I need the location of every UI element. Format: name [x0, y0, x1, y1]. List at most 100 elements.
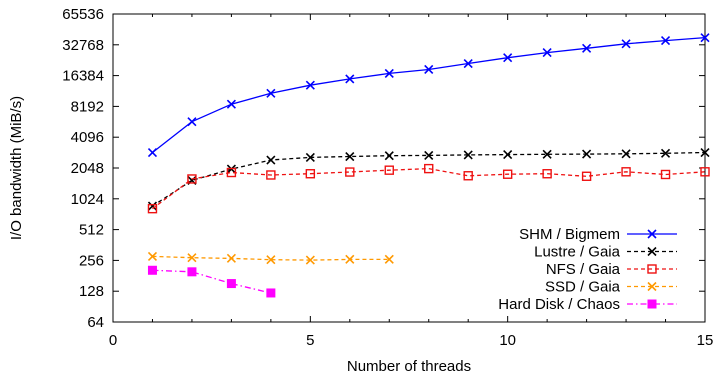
data-point	[226, 167, 237, 178]
data-point	[147, 251, 158, 261]
data-point	[660, 148, 671, 158]
y-tick-label: 16384	[62, 68, 104, 85]
data-point	[187, 253, 197, 263]
series-line	[152, 36, 706, 154]
data-point	[266, 155, 276, 165]
data-point	[226, 279, 236, 289]
legend-item: SSD / Gaia	[545, 279, 677, 296]
data-point	[266, 255, 276, 265]
x-axis-title: Number of threads	[347, 358, 471, 374]
data-point	[305, 152, 315, 162]
data-point	[266, 170, 276, 180]
data-point	[621, 167, 631, 177]
series-layer	[147, 33, 710, 298]
data-point	[542, 149, 552, 159]
data-point	[345, 254, 355, 264]
series-nfs-gaia	[147, 163, 710, 214]
data-point	[384, 151, 394, 161]
data-point	[542, 169, 552, 179]
data-point	[305, 255, 315, 265]
data-point	[660, 36, 671, 46]
data-point	[266, 88, 276, 98]
data-point	[147, 265, 157, 275]
x-tick-label: 15	[697, 332, 714, 349]
series-line	[152, 167, 706, 210]
data-point	[147, 203, 158, 214]
data-point	[660, 169, 671, 180]
data-point	[621, 149, 631, 159]
series-line	[152, 269, 272, 294]
series-hard-disk-chaos	[147, 265, 276, 298]
legend-item: Hard Disk / Chaos	[498, 296, 677, 313]
data-point	[463, 171, 473, 181]
data-point	[582, 43, 592, 53]
series-lustre-gaia	[147, 147, 710, 211]
x-tick-label: 5	[306, 332, 314, 349]
legend-marker	[647, 299, 657, 309]
data-point	[621, 39, 631, 49]
data-point	[700, 167, 710, 177]
y-tick-label: 4096	[71, 129, 104, 146]
y-tick-label: 8192	[71, 98, 104, 115]
data-point	[424, 150, 434, 160]
legend-marker	[647, 246, 657, 257]
x-tick-label: 0	[109, 332, 117, 349]
y-tick-label: 65536	[62, 6, 104, 23]
y-tick-label: 2048	[71, 160, 104, 177]
legend-item: SHM / Bigmem	[519, 226, 677, 243]
data-point	[581, 171, 592, 181]
data-point	[700, 33, 710, 43]
data-point	[266, 288, 276, 298]
legend-marker	[647, 281, 657, 292]
legend-item: Lustre / Gaia	[534, 244, 677, 261]
y-tick-label: 256	[79, 252, 104, 269]
legend-label: SHM / Bigmem	[519, 226, 620, 243]
data-point	[424, 64, 434, 75]
y-tick-label: 512	[79, 222, 104, 239]
series-ssd-gaia	[147, 251, 394, 265]
data-point	[345, 167, 355, 177]
legend-marker	[647, 264, 657, 274]
data-point	[503, 53, 513, 63]
y-tick-label: 32768	[62, 37, 104, 54]
data-point	[384, 165, 394, 175]
data-point	[463, 58, 473, 69]
data-point	[463, 150, 473, 160]
legend-label: SSD / Gaia	[545, 279, 621, 296]
data-point	[384, 68, 394, 79]
data-point	[582, 149, 592, 159]
data-point	[305, 80, 315, 90]
y-tick-label: 1024	[71, 191, 104, 208]
data-point	[345, 151, 355, 162]
data-point	[542, 48, 552, 58]
legend-label: NFS / Gaia	[546, 261, 621, 278]
x-axis: 0 5 10 15	[109, 14, 714, 349]
x-tick-label: 10	[499, 332, 516, 349]
legend-item: NFS / Gaia	[546, 261, 677, 278]
y-axis: 64 128 256 512 1024 2048 4096 8192 16384 32768 655…	[62, 6, 705, 331]
data-point	[187, 174, 197, 184]
data-point	[147, 147, 158, 158]
data-point	[187, 117, 197, 127]
data-point	[226, 99, 236, 109]
series-line	[152, 151, 706, 207]
data-point	[187, 267, 197, 277]
legend-label: Hard Disk / Chaos	[498, 296, 620, 313]
data-point	[384, 254, 394, 264]
data-point	[345, 74, 355, 84]
y-axis-title: I/O bandwidth (MiB/s)	[8, 96, 25, 240]
data-point	[147, 201, 158, 211]
data-point	[226, 253, 236, 263]
y-tick-label: 64	[87, 314, 104, 331]
data-point	[700, 147, 710, 158]
legend-marker	[647, 229, 657, 239]
data-point	[503, 150, 513, 160]
y-tick-label: 128	[79, 283, 104, 300]
legend-label: Lustre / Gaia	[534, 244, 621, 261]
series-shm-bigmem	[147, 33, 710, 158]
data-point	[424, 163, 434, 174]
data-point	[305, 169, 316, 179]
data-point	[502, 169, 513, 179]
